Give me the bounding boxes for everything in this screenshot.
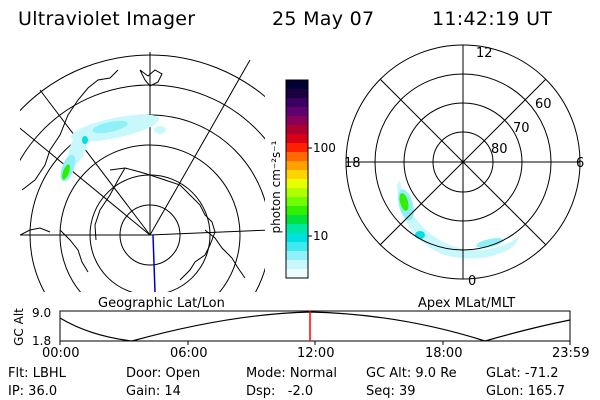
colorbar-unit-label: photon cm⁻²s⁻¹ — [269, 140, 283, 234]
colorbar-swatch — [286, 107, 308, 117]
time-tick-1800: 18:00 — [425, 346, 463, 361]
colorbar-swatch — [286, 197, 308, 207]
time-tick-2359: 23:59 — [552, 346, 590, 361]
colorbar-swatch — [286, 143, 308, 153]
colorbar-swatch — [286, 125, 308, 135]
status-dsp: Dsp: -2.0 — [246, 384, 314, 399]
time-tick-0000: 00:00 — [42, 346, 80, 361]
geographic-map — [20, 52, 265, 292]
colorbar-swatch — [286, 116, 308, 126]
status-mode: Mode: Normal — [246, 366, 337, 381]
nadir-track — [152, 234, 156, 293]
colorbar-swatch — [286, 179, 308, 189]
colorbar-swatch — [286, 233, 308, 243]
polar-panel-label: Apex MLat/MLT — [418, 296, 516, 311]
observation-date: 25 May 07 — [272, 8, 375, 30]
colorbar-ticks — [308, 147, 312, 237]
status-gain: Gain: 14 — [126, 384, 181, 399]
altitude-tick-1-8: 1.8 — [32, 334, 52, 348]
altitude-plot — [59, 310, 571, 345]
status-gc-alt: GC Alt: 9.0 Re — [366, 366, 457, 381]
colorbar-swatch — [286, 80, 308, 90]
status-seq: Seq: 39 — [366, 384, 416, 399]
colorbar-swatch — [286, 134, 308, 144]
status-glon: GLon: 165.7 — [486, 384, 566, 399]
mlat-label-80: 80 — [491, 142, 508, 157]
colorbar-swatch — [286, 206, 308, 216]
mlat-label-70: 70 — [513, 121, 530, 136]
time-tick-1200: 12:00 — [297, 346, 335, 361]
colorbar-swatch — [286, 161, 308, 171]
colorbar-swatch — [286, 152, 308, 162]
colorbar-swatch — [286, 269, 308, 279]
colorbar-tick-10: 10 — [313, 229, 329, 243]
geo-panel-label: Geographic Lat/Lon — [98, 296, 225, 311]
observation-time: 11:42:19 UT — [432, 8, 553, 30]
colorbar-swatch — [286, 224, 308, 234]
status-door: Door: Open — [126, 366, 201, 381]
colorbar-swatch — [286, 251, 308, 261]
altitude-tick-9: 9.0 — [32, 306, 52, 320]
colorbar-swatch — [286, 188, 308, 198]
mlt-label-0: 0 — [468, 274, 477, 289]
status-ip: IP: 36.0 — [8, 384, 58, 399]
colorbar — [286, 80, 308, 279]
polar-grid — [345, 44, 581, 280]
colorbar-tick-100: 100 — [313, 141, 336, 155]
status-filter: Flt: LBHL — [8, 366, 66, 381]
mlt-label-12: 12 — [476, 46, 493, 61]
mlt-label-18: 18 — [344, 156, 361, 171]
colorbar-swatch — [286, 170, 308, 180]
colorbar-swatch — [286, 260, 308, 270]
colorbar-frame — [285, 79, 309, 279]
colorbar-swatch — [286, 215, 308, 225]
polar-aurora-emission — [397, 180, 520, 259]
instrument-title: Ultraviolet Imager — [18, 8, 196, 30]
colorbar-swatch — [286, 89, 308, 99]
altitude-axis-title: GC Alt — [12, 308, 26, 346]
colorbar-swatch — [286, 98, 308, 108]
colorbar-swatch — [286, 242, 308, 252]
status-glat: GLat: -71.2 — [486, 366, 559, 381]
geo-aurora-emission — [60, 114, 166, 182]
mlat-label-60: 60 — [535, 97, 552, 112]
mlt-label-6: 6 — [576, 156, 585, 171]
time-tick-0600: 06:00 — [170, 346, 208, 361]
